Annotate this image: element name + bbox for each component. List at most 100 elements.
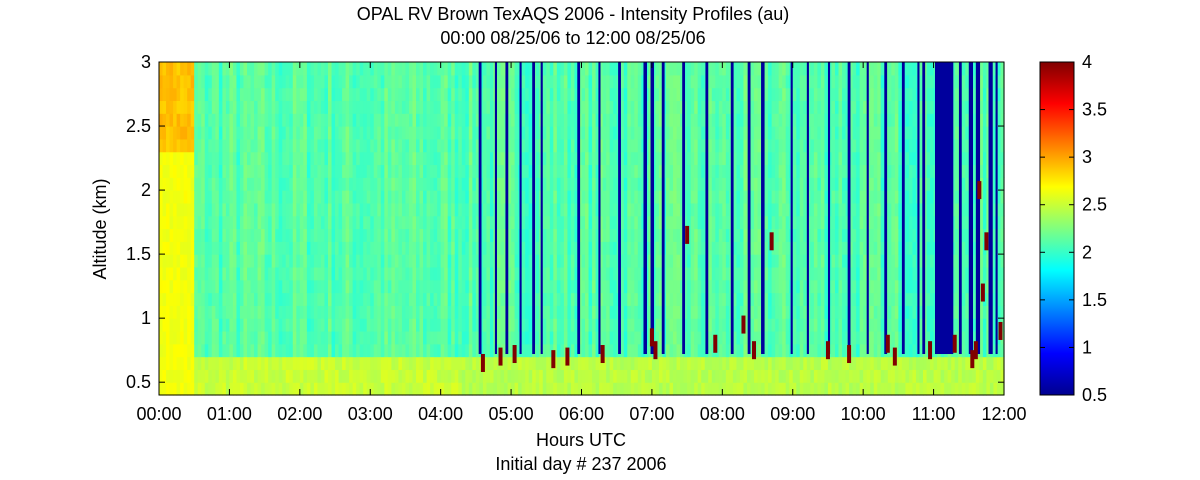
heatmap-cell <box>437 202 442 217</box>
heatmap-cell <box>254 138 259 153</box>
heatmap-cell <box>556 164 561 178</box>
heatmap-cell <box>430 202 435 217</box>
heatmap-cell <box>771 266 776 281</box>
heatmap-cell <box>715 241 720 255</box>
heatmap-cell <box>560 266 565 281</box>
heatmap-cell <box>204 87 209 102</box>
heatmap-cell <box>275 318 280 332</box>
heatmap-cell <box>289 318 294 332</box>
heatmap-cell <box>694 138 699 153</box>
heatmap-cell <box>715 254 720 268</box>
heatmap-cell <box>303 369 308 383</box>
heatmap-cell <box>813 62 818 76</box>
heatmap-cell <box>757 305 762 319</box>
heatmap-cell <box>595 190 600 204</box>
heatmap-cell <box>810 113 815 127</box>
heatmap-cell <box>268 87 273 102</box>
heatmap-cell <box>408 241 414 255</box>
heatmap-cell <box>715 382 720 396</box>
heatmap-cell <box>398 382 403 396</box>
heatmap-cell <box>194 228 199 242</box>
heatmap-cell <box>486 164 491 178</box>
heatmap-cell <box>803 100 808 114</box>
heatmap-cell <box>778 305 783 319</box>
heatmap-cell <box>398 74 403 89</box>
heatmap-cell <box>810 202 815 217</box>
heatmap-cell <box>768 215 773 230</box>
heatmap-cell <box>317 74 322 89</box>
heatmap-cell <box>384 266 389 281</box>
heatmap-cell <box>335 202 340 217</box>
heatmap-cell <box>711 266 716 281</box>
heatmap-cell <box>236 292 241 306</box>
heatmap-cell <box>708 138 713 153</box>
heatmap-cell <box>799 318 804 332</box>
heatmap-cell <box>482 177 488 191</box>
heatmap-cell <box>356 62 361 76</box>
heatmap-cell <box>468 126 473 140</box>
heatmap-cell <box>162 330 167 345</box>
heatmap-cell <box>563 266 569 281</box>
heatmap-cell <box>732 202 738 217</box>
heatmap-cell <box>405 164 410 178</box>
heatmap-cell <box>535 113 540 127</box>
heatmap-cell <box>218 330 223 345</box>
heatmap-cell <box>620 113 625 127</box>
heatmap-cell <box>497 164 502 178</box>
heatmap-cell <box>173 279 178 294</box>
heatmap-cell <box>553 138 558 153</box>
heatmap-cell <box>475 254 480 268</box>
heatmap-cell <box>183 138 188 153</box>
heatmap-cell <box>782 190 787 204</box>
heatmap-cell <box>669 113 674 127</box>
heatmap-cell <box>602 100 607 114</box>
heatmap-cell <box>831 177 836 191</box>
heatmap-cell <box>465 202 470 217</box>
heatmap-cell <box>602 151 607 166</box>
heatmap-cell <box>208 62 213 76</box>
heatmap-cell <box>585 305 590 319</box>
heatmap-cell <box>352 151 357 166</box>
heatmap-cell <box>384 241 389 255</box>
heatmap-cell <box>613 126 618 140</box>
heatmap-cell <box>778 241 783 255</box>
heatmap-cell <box>387 369 392 383</box>
heatmap-cell <box>208 292 213 306</box>
heatmap-cell <box>328 343 333 358</box>
heatmap-cell <box>285 279 290 294</box>
heatmap-cell <box>764 74 769 89</box>
heatmap-cell <box>539 356 544 370</box>
heatmap-cell <box>162 241 167 255</box>
heatmap-cell <box>658 177 664 191</box>
heatmap-cell <box>261 305 266 319</box>
heatmap-cell <box>173 202 178 217</box>
heatmap-cell <box>264 318 269 332</box>
heatmap-cell <box>176 266 181 281</box>
heatmap-cell <box>468 318 473 332</box>
heatmap-cell <box>444 138 449 153</box>
heatmap-cell <box>401 202 407 217</box>
heatmap-cell <box>475 87 480 102</box>
heatmap-cell <box>528 241 533 255</box>
heatmap-cell <box>521 343 526 358</box>
heatmap-cell <box>454 228 459 242</box>
heatmap-cell <box>595 126 600 140</box>
heatmap-cell <box>497 369 502 383</box>
heatmap-cell <box>359 318 364 332</box>
heatmap-cell <box>475 382 480 396</box>
heatmap-cell <box>648 266 653 281</box>
heatmap-cell <box>775 202 780 217</box>
heatmap-cell <box>447 266 452 281</box>
heatmap-cell <box>232 266 238 281</box>
heatmap-cell <box>271 356 276 370</box>
heatmap-cell <box>722 292 727 306</box>
heatmap-cell <box>320 177 326 191</box>
heatmap-cell <box>606 279 611 294</box>
heatmap-cell <box>542 87 547 102</box>
heatmap-cell <box>648 318 653 332</box>
heatmap-cell <box>331 228 336 242</box>
heatmap-cell <box>187 343 192 358</box>
heatmap-cell <box>173 228 178 242</box>
heatmap-cell <box>563 202 569 217</box>
heatmap-cell <box>437 100 442 114</box>
